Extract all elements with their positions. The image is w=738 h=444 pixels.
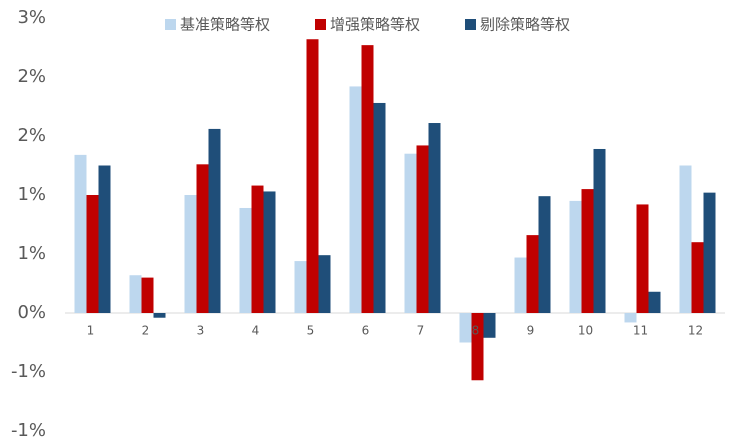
x-tick-label: 4 <box>252 324 260 338</box>
x-tick-label: 11 <box>633 324 648 338</box>
bar <box>514 257 527 313</box>
bar <box>581 189 594 313</box>
y-tick-label: 1% <box>17 243 46 264</box>
x-tick-label: 7 <box>417 324 425 338</box>
x-tick-label: 1 <box>87 324 95 338</box>
bar <box>538 196 551 313</box>
legend-swatch <box>465 19 476 30</box>
bar <box>318 255 331 313</box>
legend-swatch <box>165 19 176 30</box>
bar <box>593 148 606 313</box>
y-tick-label: 2% <box>17 125 46 146</box>
x-tick-label: 10 <box>578 324 593 338</box>
bar <box>703 192 716 313</box>
bar <box>679 165 692 313</box>
bar <box>263 191 276 313</box>
bar <box>404 153 417 313</box>
x-tick-label: 3 <box>197 324 205 338</box>
bar <box>74 154 87 313</box>
bar <box>636 204 649 313</box>
y-tick-label: -1% <box>11 361 46 382</box>
x-tick-label: 2 <box>142 324 150 338</box>
bar <box>349 86 362 313</box>
bar <box>208 128 221 313</box>
bar <box>361 45 374 313</box>
bar <box>624 313 637 323</box>
bar <box>184 195 197 313</box>
bar <box>294 261 307 313</box>
bar <box>569 200 582 313</box>
y-tick-label: 3% <box>17 7 46 28</box>
bar <box>526 235 539 313</box>
legend-label: 剔除策略等权 <box>480 16 570 34</box>
bar <box>306 39 319 314</box>
bar <box>373 102 386 314</box>
bar <box>196 164 209 313</box>
bar <box>98 165 111 313</box>
bar <box>648 291 661 313</box>
y-tick-label: 1% <box>17 184 46 205</box>
y-tick-label: -1% <box>11 420 46 441</box>
bar <box>416 145 429 313</box>
x-tick-label: 9 <box>527 324 535 338</box>
x-tick-label: 6 <box>362 324 370 338</box>
bar <box>483 313 496 338</box>
x-tick-label: 5 <box>307 324 315 338</box>
bar <box>239 207 252 313</box>
y-tick-label: 0% <box>17 302 46 323</box>
bar <box>691 242 704 313</box>
bar <box>141 277 154 313</box>
bar <box>471 313 484 381</box>
bar <box>129 275 142 313</box>
bar <box>251 185 264 313</box>
bar <box>459 313 472 343</box>
legend-label: 基准策略等权 <box>180 16 270 34</box>
x-tick-label: 8 <box>472 324 480 338</box>
x-tick-label: 12 <box>688 324 703 338</box>
legend-swatch <box>315 19 326 30</box>
legend-label: 增强策略等权 <box>330 16 420 34</box>
bar <box>153 313 166 318</box>
y-tick-label: 2% <box>17 66 46 87</box>
bar <box>86 195 99 313</box>
bar <box>428 123 441 314</box>
